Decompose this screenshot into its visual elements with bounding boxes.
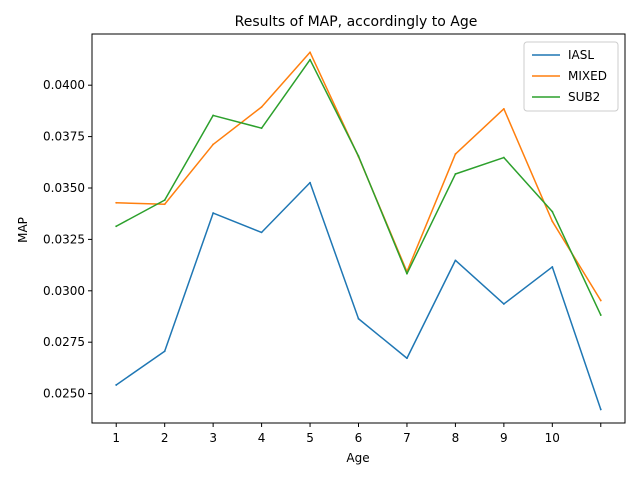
x-tick-label: 2	[161, 431, 169, 445]
data-point-sub2	[406, 272, 408, 275]
data-point-sub2	[163, 199, 166, 202]
data-point-sub2	[502, 156, 505, 159]
data-point-sub2	[551, 210, 554, 213]
x-tick-label: 9	[500, 431, 508, 445]
data-point-mixed	[260, 106, 263, 108]
data-point-mixed	[163, 203, 166, 206]
data-point-mixed	[309, 51, 311, 54]
data-point-mixed	[551, 220, 554, 223]
legend-box	[523, 41, 619, 112]
x-tick-label: 3	[209, 431, 217, 445]
x-tick-label: 5	[306, 431, 314, 445]
data-point-iasl	[502, 303, 505, 305]
chart-title: Results of MAP, accordingly to Age	[235, 14, 478, 30]
y-tick-label: 0.0350	[43, 181, 85, 195]
data-point-iasl	[212, 212, 215, 214]
data-point-sub2	[599, 314, 602, 316]
data-point-mixed	[115, 201, 118, 204]
y-axis-ticks: 0.0250 0.0275 0.0300 0.0325 0.0350 0.0375 0.04…	[43, 78, 92, 401]
data-point-iasl	[599, 408, 602, 411]
y-tick-label: 0.0325	[43, 232, 85, 246]
data-point-sub2	[260, 127, 263, 130]
y-tick-label: 0.0250	[43, 387, 85, 401]
y-axis-label: MAP	[16, 217, 30, 243]
data-point-sub2	[454, 173, 457, 175]
x-tick-label: 10	[545, 431, 560, 445]
data-point-sub2	[212, 114, 215, 117]
data-point-sub2	[115, 225, 118, 228]
data-point-iasl	[163, 350, 166, 353]
x-axis-label: Age	[346, 451, 369, 465]
x-tick-label: 7	[403, 431, 411, 445]
x-tick-label: 4	[258, 431, 266, 445]
y-tick-label: 0.0300	[43, 284, 85, 298]
data-point-iasl	[357, 317, 360, 320]
data-point-sub2	[357, 155, 360, 158]
legend-label-mixed: MIXED	[568, 69, 607, 83]
data-point-mixed	[212, 143, 215, 146]
data-point-mixed	[599, 299, 602, 302]
y-tick-label: 0.0275	[43, 335, 85, 349]
legend: IASL MIXED SUB2	[523, 41, 619, 112]
y-tick-label: 0.0375	[43, 130, 85, 144]
data-point-mixed	[454, 153, 457, 155]
data-point-iasl	[309, 181, 311, 184]
x-tick-label: 1	[112, 431, 120, 445]
series-layer	[115, 51, 602, 411]
legend-label-iasl: IASL	[568, 48, 594, 62]
data-point-sub2	[309, 58, 311, 61]
data-point-iasl	[115, 384, 118, 386]
data-point-iasl	[454, 259, 457, 262]
x-axis-ticks: 1 2 3 4 5 6 7 8 9 10	[112, 423, 602, 445]
y-tick-label: 0.0400	[43, 78, 85, 92]
data-point-mixed	[502, 107, 505, 110]
data-point-iasl	[406, 357, 408, 360]
data-point-iasl	[551, 266, 554, 268]
x-tick-label: 8	[452, 431, 460, 445]
x-tick-label: 6	[355, 431, 363, 445]
legend-label-sub2: SUB2	[568, 90, 600, 104]
data-point-iasl	[260, 231, 263, 234]
